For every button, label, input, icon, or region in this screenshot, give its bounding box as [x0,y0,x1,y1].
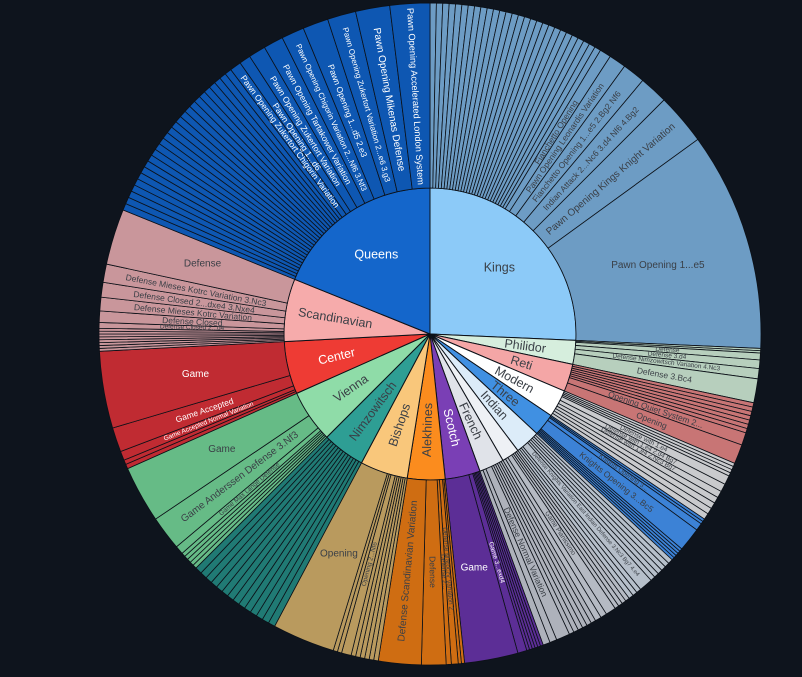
sunburst-segment[interactable] [547,139,762,349]
sunburst-segment[interactable] [389,2,431,190]
